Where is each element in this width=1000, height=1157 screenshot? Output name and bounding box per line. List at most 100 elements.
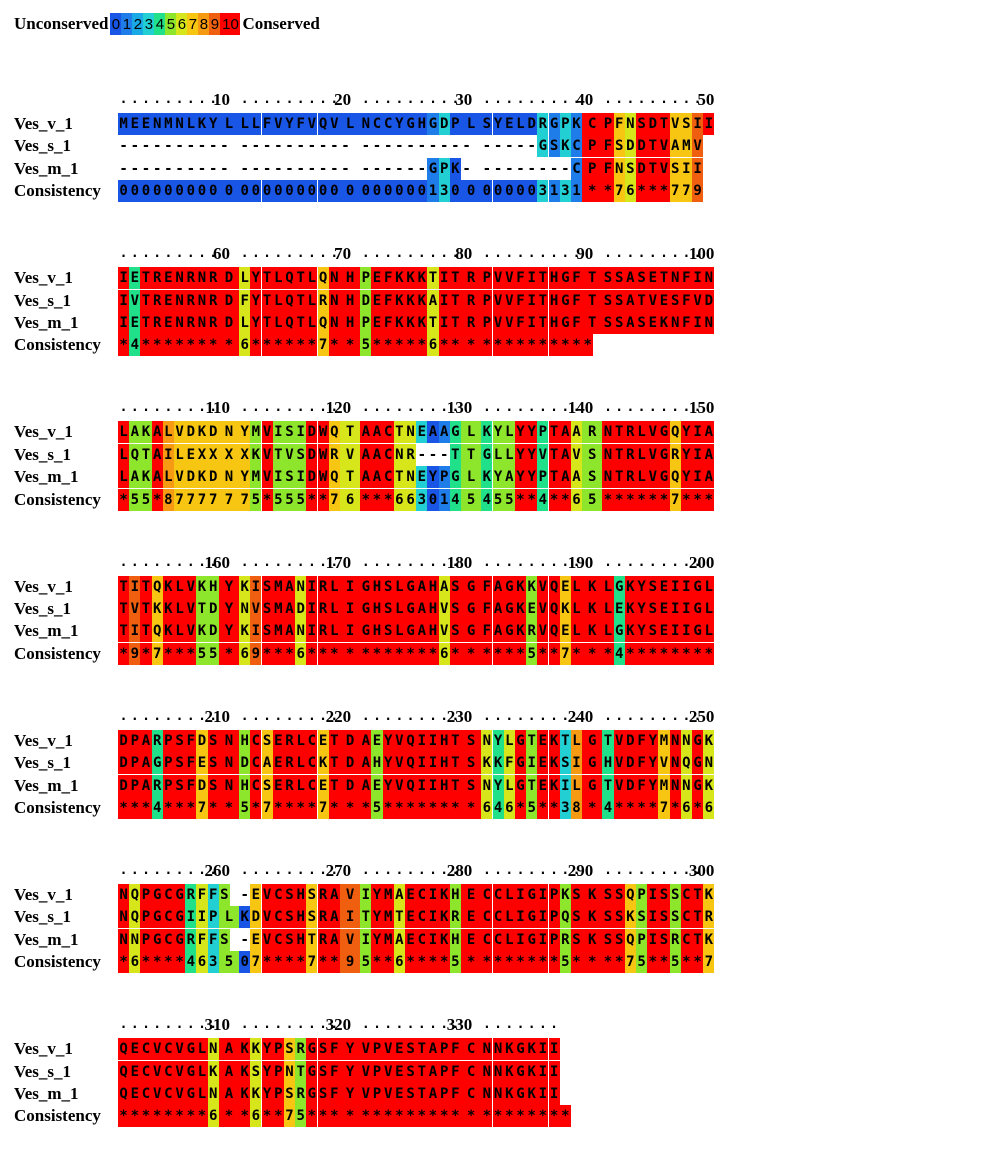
residue-cell: G bbox=[151, 884, 163, 906]
residue-cell: V bbox=[306, 113, 318, 135]
residue-cell: I bbox=[703, 113, 715, 135]
residue-cell: T bbox=[360, 906, 372, 929]
residue-cell: E bbox=[461, 884, 482, 906]
residue-cell: E bbox=[129, 1082, 141, 1105]
ruler-dot: . bbox=[494, 400, 502, 416]
consistency-cell: * bbox=[218, 334, 240, 357]
residue-cell: T bbox=[196, 597, 208, 620]
residue-cell: G bbox=[449, 466, 461, 489]
residue-cell: P bbox=[438, 466, 450, 489]
residue-cell: K bbox=[514, 620, 527, 643]
consistency-cell: * bbox=[449, 1105, 461, 1128]
residue-cell: T bbox=[537, 289, 549, 312]
residue-cell: G bbox=[360, 575, 372, 598]
consistency-cell: * bbox=[548, 1105, 560, 1128]
consistency-cell: * bbox=[449, 642, 461, 665]
ruler-dot: . bbox=[682, 708, 691, 724]
residue-cell: E bbox=[461, 928, 482, 951]
ruler-dot: . bbox=[142, 1017, 150, 1033]
residue-cell: V bbox=[537, 597, 549, 620]
ruler-number: 10 bbox=[212, 90, 230, 109]
consistency-cell: 0 bbox=[382, 180, 394, 203]
residue-cell: V bbox=[151, 1038, 163, 1061]
residue-cell: I bbox=[669, 597, 681, 620]
residue-cell: K bbox=[239, 620, 251, 643]
residue-cell: P bbox=[371, 1082, 383, 1105]
residue-cell: L bbox=[239, 267, 251, 290]
consistency-cell: 7 bbox=[207, 488, 219, 511]
residue-cell: S bbox=[481, 113, 493, 135]
residue-cell: S bbox=[613, 289, 625, 312]
ruler-dot: . bbox=[572, 400, 581, 416]
residue-cell: I bbox=[692, 421, 704, 444]
ruler-dot: . bbox=[307, 92, 316, 107]
ruler-dot: . bbox=[482, 92, 491, 107]
residue-cell: - bbox=[417, 446, 426, 463]
row-label: Ves_v_1 bbox=[14, 114, 73, 133]
consistency-cell: * bbox=[151, 951, 163, 974]
residue-cell: G bbox=[185, 1060, 197, 1083]
residue-cell: L bbox=[239, 113, 251, 135]
residue-cell: V bbox=[492, 289, 504, 312]
residue-cell: E bbox=[371, 774, 383, 797]
consistency-cell: * bbox=[526, 334, 538, 357]
consistency-cell: 7 bbox=[239, 488, 251, 511]
ruler-dot: . bbox=[615, 554, 624, 570]
residue-cell: L bbox=[218, 906, 240, 929]
consistency-cell: * bbox=[162, 1105, 174, 1128]
consistency-cell: 0 bbox=[339, 180, 361, 203]
ruler-dot: . bbox=[330, 863, 339, 878]
consistency-cell: * bbox=[602, 488, 614, 511]
ruler-dot: . bbox=[494, 708, 502, 724]
ruler-dot: . bbox=[198, 863, 206, 878]
residue-cell: - bbox=[439, 138, 449, 155]
residue-cell: G bbox=[306, 1038, 318, 1061]
residue-cell: V bbox=[438, 597, 450, 620]
ruler-dot: . bbox=[615, 863, 624, 878]
residue-cell: E bbox=[129, 1060, 141, 1083]
residue-cell: I bbox=[548, 1038, 560, 1061]
residue-cell: R bbox=[449, 906, 461, 929]
residue-cell: E bbox=[162, 267, 174, 290]
ruler-dot: . bbox=[130, 1017, 139, 1033]
ruler-dot: . bbox=[285, 554, 294, 570]
residue-cell: E bbox=[405, 906, 417, 929]
residue-cell: - bbox=[186, 160, 195, 177]
residue-cell: - bbox=[251, 138, 261, 155]
row-label: Ves_m_1 bbox=[14, 929, 79, 949]
residue-cell: D bbox=[196, 774, 208, 797]
row-label: Ves_s_1 bbox=[14, 444, 71, 464]
row-label: Ves_s_1 bbox=[14, 753, 71, 773]
row-label: Ves_s_1 bbox=[14, 290, 71, 310]
consistency-cell: * bbox=[174, 642, 186, 665]
residue-cell: R bbox=[151, 774, 163, 797]
residue-cell: T bbox=[548, 443, 560, 466]
consistency-cell: 7 bbox=[196, 488, 208, 511]
ruler-dot: . bbox=[505, 863, 514, 878]
consistency-cell: * bbox=[514, 796, 527, 819]
residue-cell: C bbox=[162, 1082, 174, 1105]
residue-cell: P bbox=[438, 157, 450, 180]
residue-cell: V bbox=[328, 113, 340, 135]
ruler-dot: . bbox=[561, 708, 570, 724]
residue-cell: I bbox=[548, 1060, 560, 1083]
residue-cell: A bbox=[140, 729, 152, 752]
residue-cell: D bbox=[306, 443, 318, 466]
residue-cell: K bbox=[405, 267, 417, 290]
consistency-cell: * bbox=[570, 642, 583, 665]
consistency-cell: 0 bbox=[526, 180, 538, 203]
consistency-cell: 0 bbox=[393, 180, 405, 203]
residue-cell: K bbox=[196, 620, 208, 643]
residue-cell: D bbox=[239, 752, 251, 775]
residue-cell: S bbox=[405, 1082, 417, 1105]
residue-cell: G bbox=[461, 597, 482, 620]
consistency-cell: * bbox=[405, 334, 417, 357]
ruler-dot: . bbox=[429, 554, 437, 570]
row-label: Consistency bbox=[14, 181, 101, 201]
conservation-legend: Unconserved 0 1 2 3 4 5 6 7 8 9 10 Conserved bbox=[14, 13, 320, 35]
residue-cell: E bbox=[250, 928, 262, 951]
consistency-cell: * bbox=[692, 796, 704, 819]
residue-cell: A bbox=[570, 466, 583, 489]
ruler-dot: . bbox=[142, 863, 150, 878]
residue-cell: I bbox=[570, 752, 583, 775]
